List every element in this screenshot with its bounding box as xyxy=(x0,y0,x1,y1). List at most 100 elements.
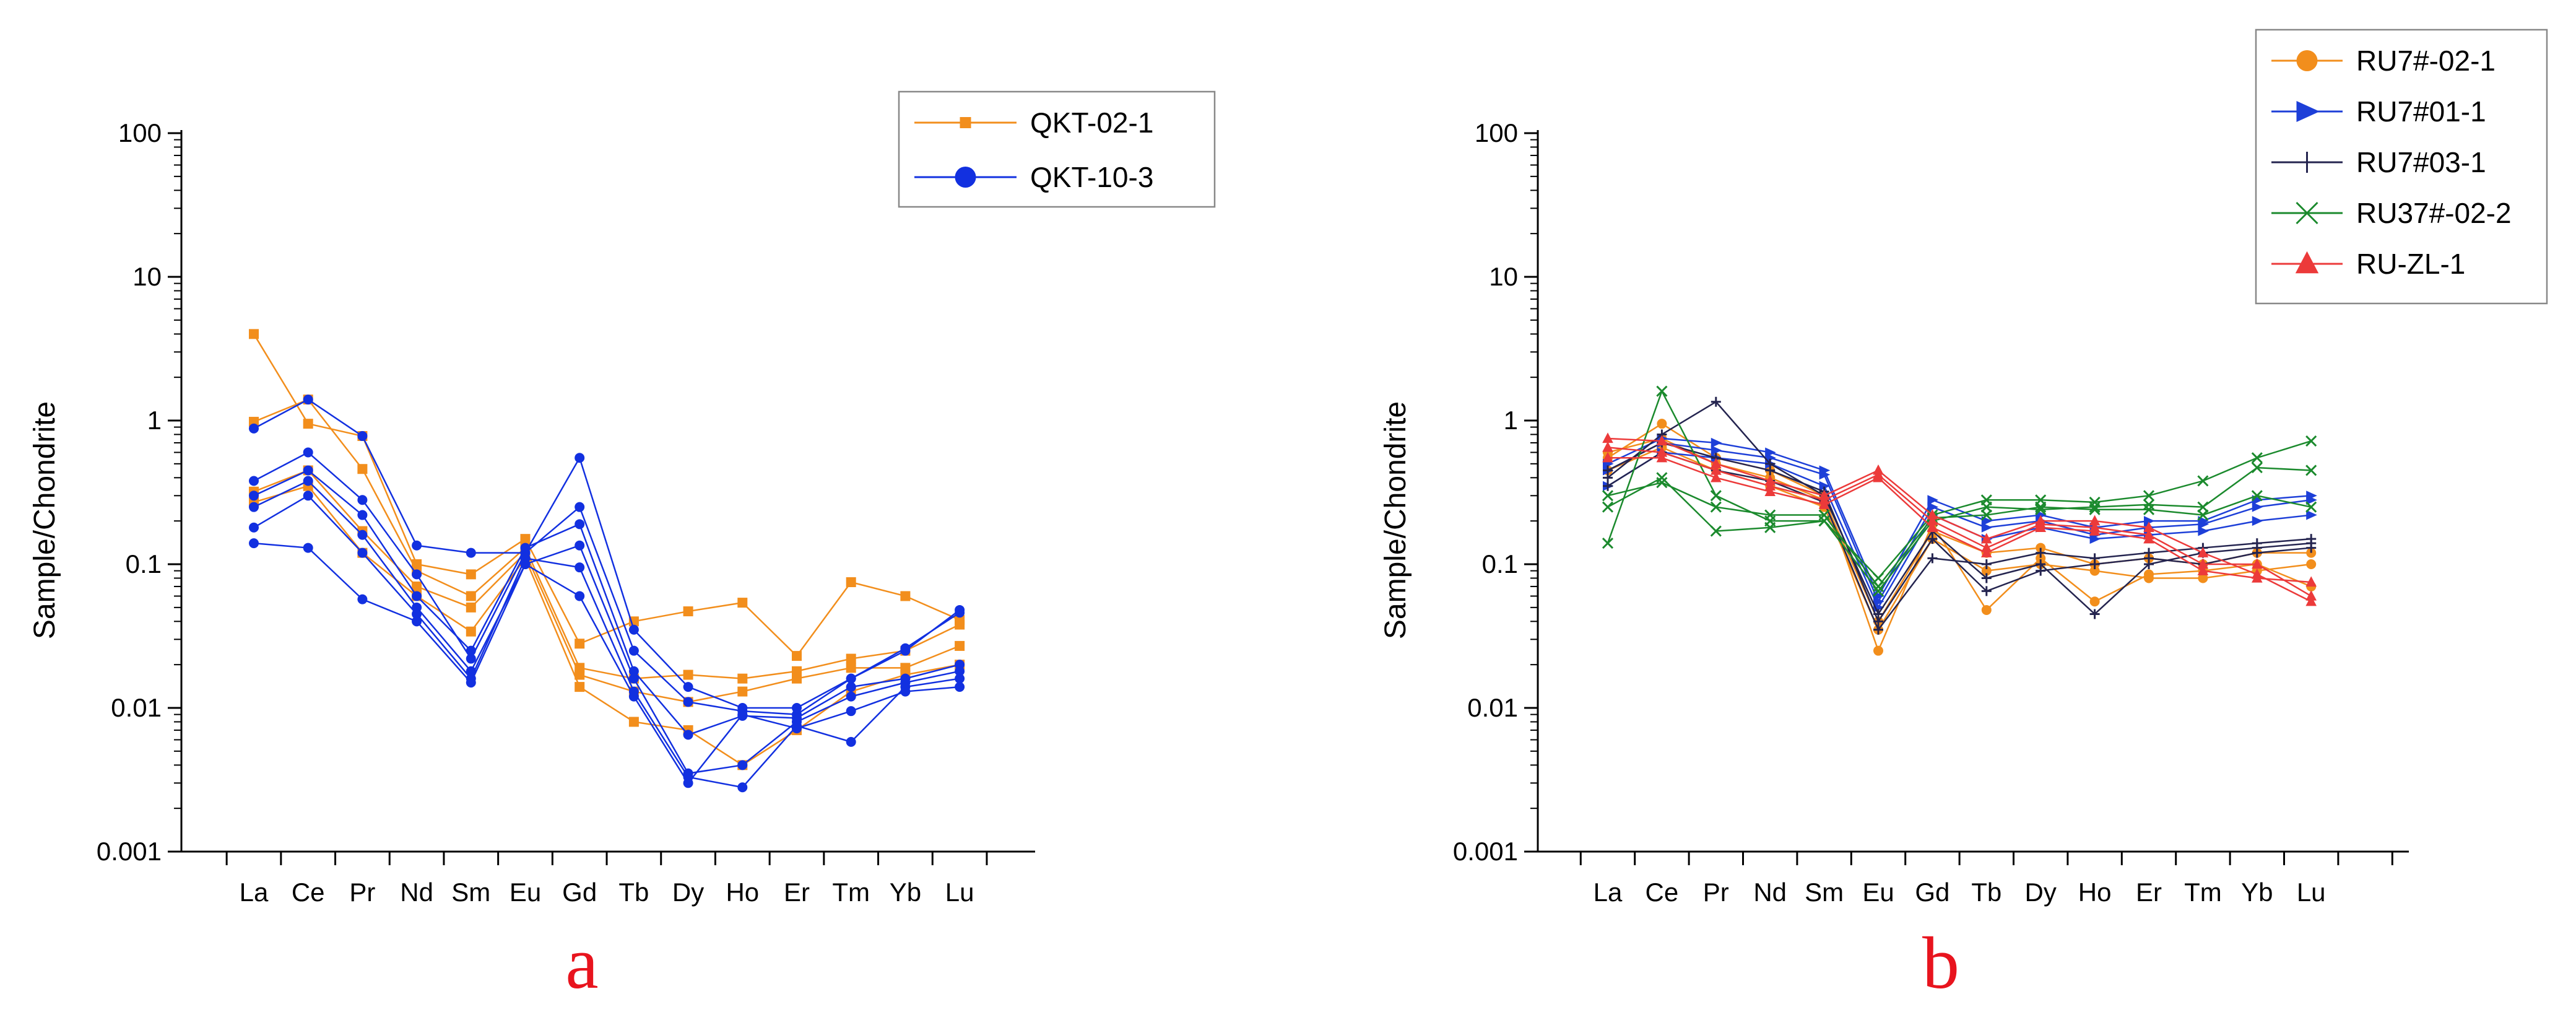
panel-b-legend-label: RU7#03-1 xyxy=(2356,146,2486,178)
panel-a-data-point xyxy=(683,682,693,692)
panel-a-xtick-label: Ce xyxy=(292,878,325,907)
panel-b-data-point xyxy=(2144,573,2154,583)
panel-b-data-point xyxy=(2198,573,2208,583)
panel-a-series-line xyxy=(253,469,960,703)
panel-a-data-point xyxy=(303,419,313,429)
panel-b-data-point xyxy=(2306,559,2317,569)
panel-a-data-point xyxy=(466,591,476,601)
panel-a-data-point xyxy=(466,569,476,580)
panel-a-data-point xyxy=(520,543,531,553)
panel-a-data-point xyxy=(846,736,856,747)
panel-a-data-point xyxy=(683,697,693,707)
panel-a-data-point xyxy=(412,581,422,591)
panel-a-data-point xyxy=(737,709,748,720)
panel-b-ytick-label: 0.001 xyxy=(1453,837,1518,866)
panel-b-ytick-label: 0.1 xyxy=(1482,549,1518,578)
panel-a-data-point xyxy=(846,673,856,684)
panel-a-series-line xyxy=(253,469,960,736)
panel-b-series-line xyxy=(1607,481,2312,588)
panel-b-data-point xyxy=(2251,452,2263,464)
panel-b-data-point xyxy=(2251,490,2263,502)
panel-b-data-point xyxy=(2089,609,2100,619)
panel-a-data-point xyxy=(412,569,422,580)
panel-a-data-point xyxy=(466,547,476,558)
panel-b-data-point xyxy=(1711,437,1722,448)
panel-b-data-point xyxy=(1927,508,1938,520)
panel-a-data-point xyxy=(575,502,585,512)
panel-b-data-point xyxy=(1981,565,1992,576)
panel-b-data-point xyxy=(1981,559,1992,569)
panel-b-data-point xyxy=(2252,547,2262,558)
panel-b-data-point xyxy=(1873,645,1883,656)
panel-b-data-point xyxy=(1711,464,1722,475)
panel-b-data-point xyxy=(2143,521,2154,532)
panel-b-data-point xyxy=(2143,490,2155,502)
panel-b-data-point xyxy=(1981,522,1993,533)
panel-b-data-point xyxy=(2198,526,2209,536)
panel-b-legend-marker xyxy=(2295,251,2319,274)
panel-a-legend-box xyxy=(898,90,1216,208)
panel-b-data-point xyxy=(2197,509,2209,521)
panel-a-data-point xyxy=(575,519,585,530)
panel-b-data-point xyxy=(1710,525,1722,537)
panel-b-data-point xyxy=(2306,543,2317,553)
panel-b-xtick-label: Pr xyxy=(1703,878,1729,907)
panel-a-ytick-label: 0.001 xyxy=(97,837,162,866)
panel-b-legend-marker xyxy=(2296,101,2320,122)
panel-a-ylabel: Sample/Chondrite xyxy=(28,401,61,639)
panel-b-series-line xyxy=(1608,456,2312,583)
panel-a-data-point xyxy=(792,673,802,684)
panel-a-data-point xyxy=(249,476,259,486)
panel-a-data-point xyxy=(249,538,259,549)
panel-b-xtick-label: La xyxy=(1594,878,1623,907)
panel-a-data-point xyxy=(846,691,856,702)
panel-b-data-point xyxy=(1765,465,1776,476)
panel-a-legend-marker xyxy=(960,117,971,128)
panel-b-data-point xyxy=(2197,565,2209,575)
panel-b-data-point xyxy=(1819,469,1831,480)
panel-b-legend-label: RU7#01-1 xyxy=(2356,95,2486,128)
panel-b-series-line xyxy=(1607,437,2312,597)
panel-b-data-point xyxy=(2143,533,2154,544)
panel-a-lines xyxy=(249,329,965,793)
panel-b-xtick-label: Dy xyxy=(2025,878,2057,907)
panel-a-ytick-label: 1 xyxy=(147,406,162,435)
panel-b-data-point xyxy=(2198,519,2209,530)
panel-b-xtick-label: Ce xyxy=(1646,878,1679,907)
panel-b-ytick-label: 10 xyxy=(1489,262,1518,291)
panel-b-data-point xyxy=(2089,525,2101,536)
panel-b-data-point xyxy=(1980,501,1992,513)
panel-a-data-point xyxy=(357,464,368,474)
panel-b-data-point xyxy=(2251,462,2263,474)
panel-b-axes: 100 10 1 0.1 0.01 0.001 La Ce Pr Nd Sm Eu Gd Tb Dy Ho Er… xyxy=(1453,118,2409,907)
panel-b-data-point xyxy=(1927,553,1938,564)
panel-a-data-point xyxy=(412,609,422,619)
panel-b-letter: b xyxy=(1922,922,1959,1004)
panel-b-data-point xyxy=(2035,501,2047,513)
panel-b-data-point xyxy=(2089,504,2101,515)
panel-a-data-point xyxy=(575,591,585,601)
panel-b-data-point xyxy=(1927,534,1938,544)
panel-b-data-point xyxy=(2305,576,2317,587)
panel-b-chart: 100 10 1 0.1 0.01 0.001 La Ce Pr Nd Sm Eu Gd Tb Dy Ho Er… xyxy=(1379,28,2548,1004)
panel-b-data-point xyxy=(2252,558,2263,569)
panel-b-series-3 xyxy=(1602,385,2317,597)
panel-b-data-point xyxy=(1927,521,1938,532)
panel-a-data-point xyxy=(846,653,856,664)
panel-b-data-point xyxy=(1980,509,1992,521)
panel-b-legend: RU7#-02-1 RU7#01-1 RU7#03-1 RU37#-02-2 RU-ZL… xyxy=(2255,28,2548,305)
panel-a-data-point xyxy=(575,453,585,463)
panel-b-series-line xyxy=(1607,401,2312,615)
panel-a-series-line xyxy=(253,451,960,715)
panel-b-data-point xyxy=(1764,521,1776,533)
panel-b-data-point xyxy=(1656,477,1668,489)
panel-a-xtick-label: Tb xyxy=(618,878,649,907)
panel-b-legend-marker xyxy=(2296,152,2318,173)
panel-a-data-point xyxy=(683,778,693,788)
panel-b-data-point xyxy=(2305,465,2317,476)
panel-a-xtick-label: Sm xyxy=(451,878,490,907)
panel-a-legend-label: QKT-10-3 xyxy=(1030,161,1153,193)
panel-b-data-point xyxy=(1819,481,1831,491)
panel-a-data-point xyxy=(628,691,639,702)
